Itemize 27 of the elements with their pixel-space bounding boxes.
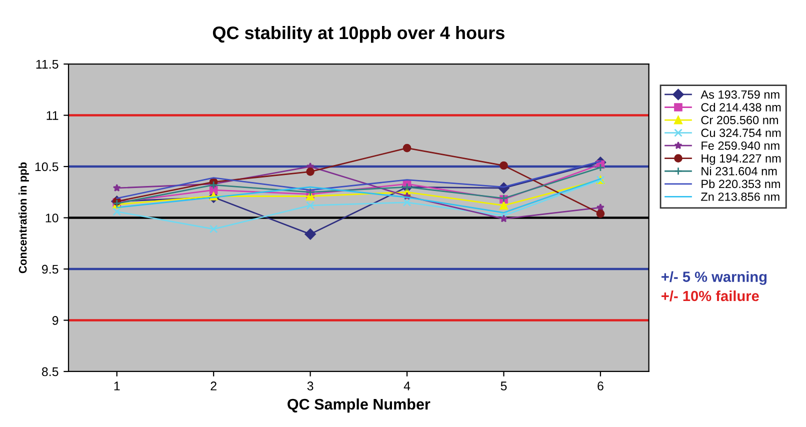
y-tick-label: 9: [52, 316, 58, 325]
y-tick-label: 10.5: [35, 162, 58, 172]
x-tick-label: 3: [307, 382, 314, 390]
y-axis-title: Concentration in ppb: [18, 162, 29, 274]
legend-label: Cu 324.754 nm: [701, 128, 781, 138]
x-tick-label: 6: [598, 382, 604, 390]
y-tick-label: 9.5: [42, 264, 58, 274]
x-axis-title: QC Sample Number: [288, 398, 430, 413]
chart-title: QC stability at 10ppb over 4 hours: [212, 26, 504, 43]
legend-label: Ni 231.604 nm: [702, 166, 777, 176]
legend-label: Hg 194.227 nm: [702, 154, 781, 165]
y-tick-label: 8.5: [42, 367, 58, 376]
legend-label: Cr 205.560 nm: [701, 116, 778, 124]
x-tick-label: 5: [500, 382, 507, 390]
legend-label: Pb 220.353 nm: [702, 179, 780, 188]
x-tick-label: 1: [114, 382, 120, 390]
legend-label: Zn 213.856 nm: [701, 192, 780, 201]
text: +/- 10% failure: [662, 290, 759, 302]
y-tick-label: 11.5: [36, 60, 58, 69]
legend-label: As 193.759 nm: [700, 90, 780, 99]
text: +/- 5 % warning: [662, 271, 767, 285]
x-tick-label: 2: [210, 382, 216, 390]
x-tick-label: 4: [404, 382, 410, 390]
y-tick-label: 11: [46, 111, 58, 120]
legend-label: Cd 214.438 nm: [701, 102, 781, 112]
legend-label: Fe 259.940 nm: [702, 141, 780, 150]
y-tick-label: 10: [46, 214, 58, 222]
